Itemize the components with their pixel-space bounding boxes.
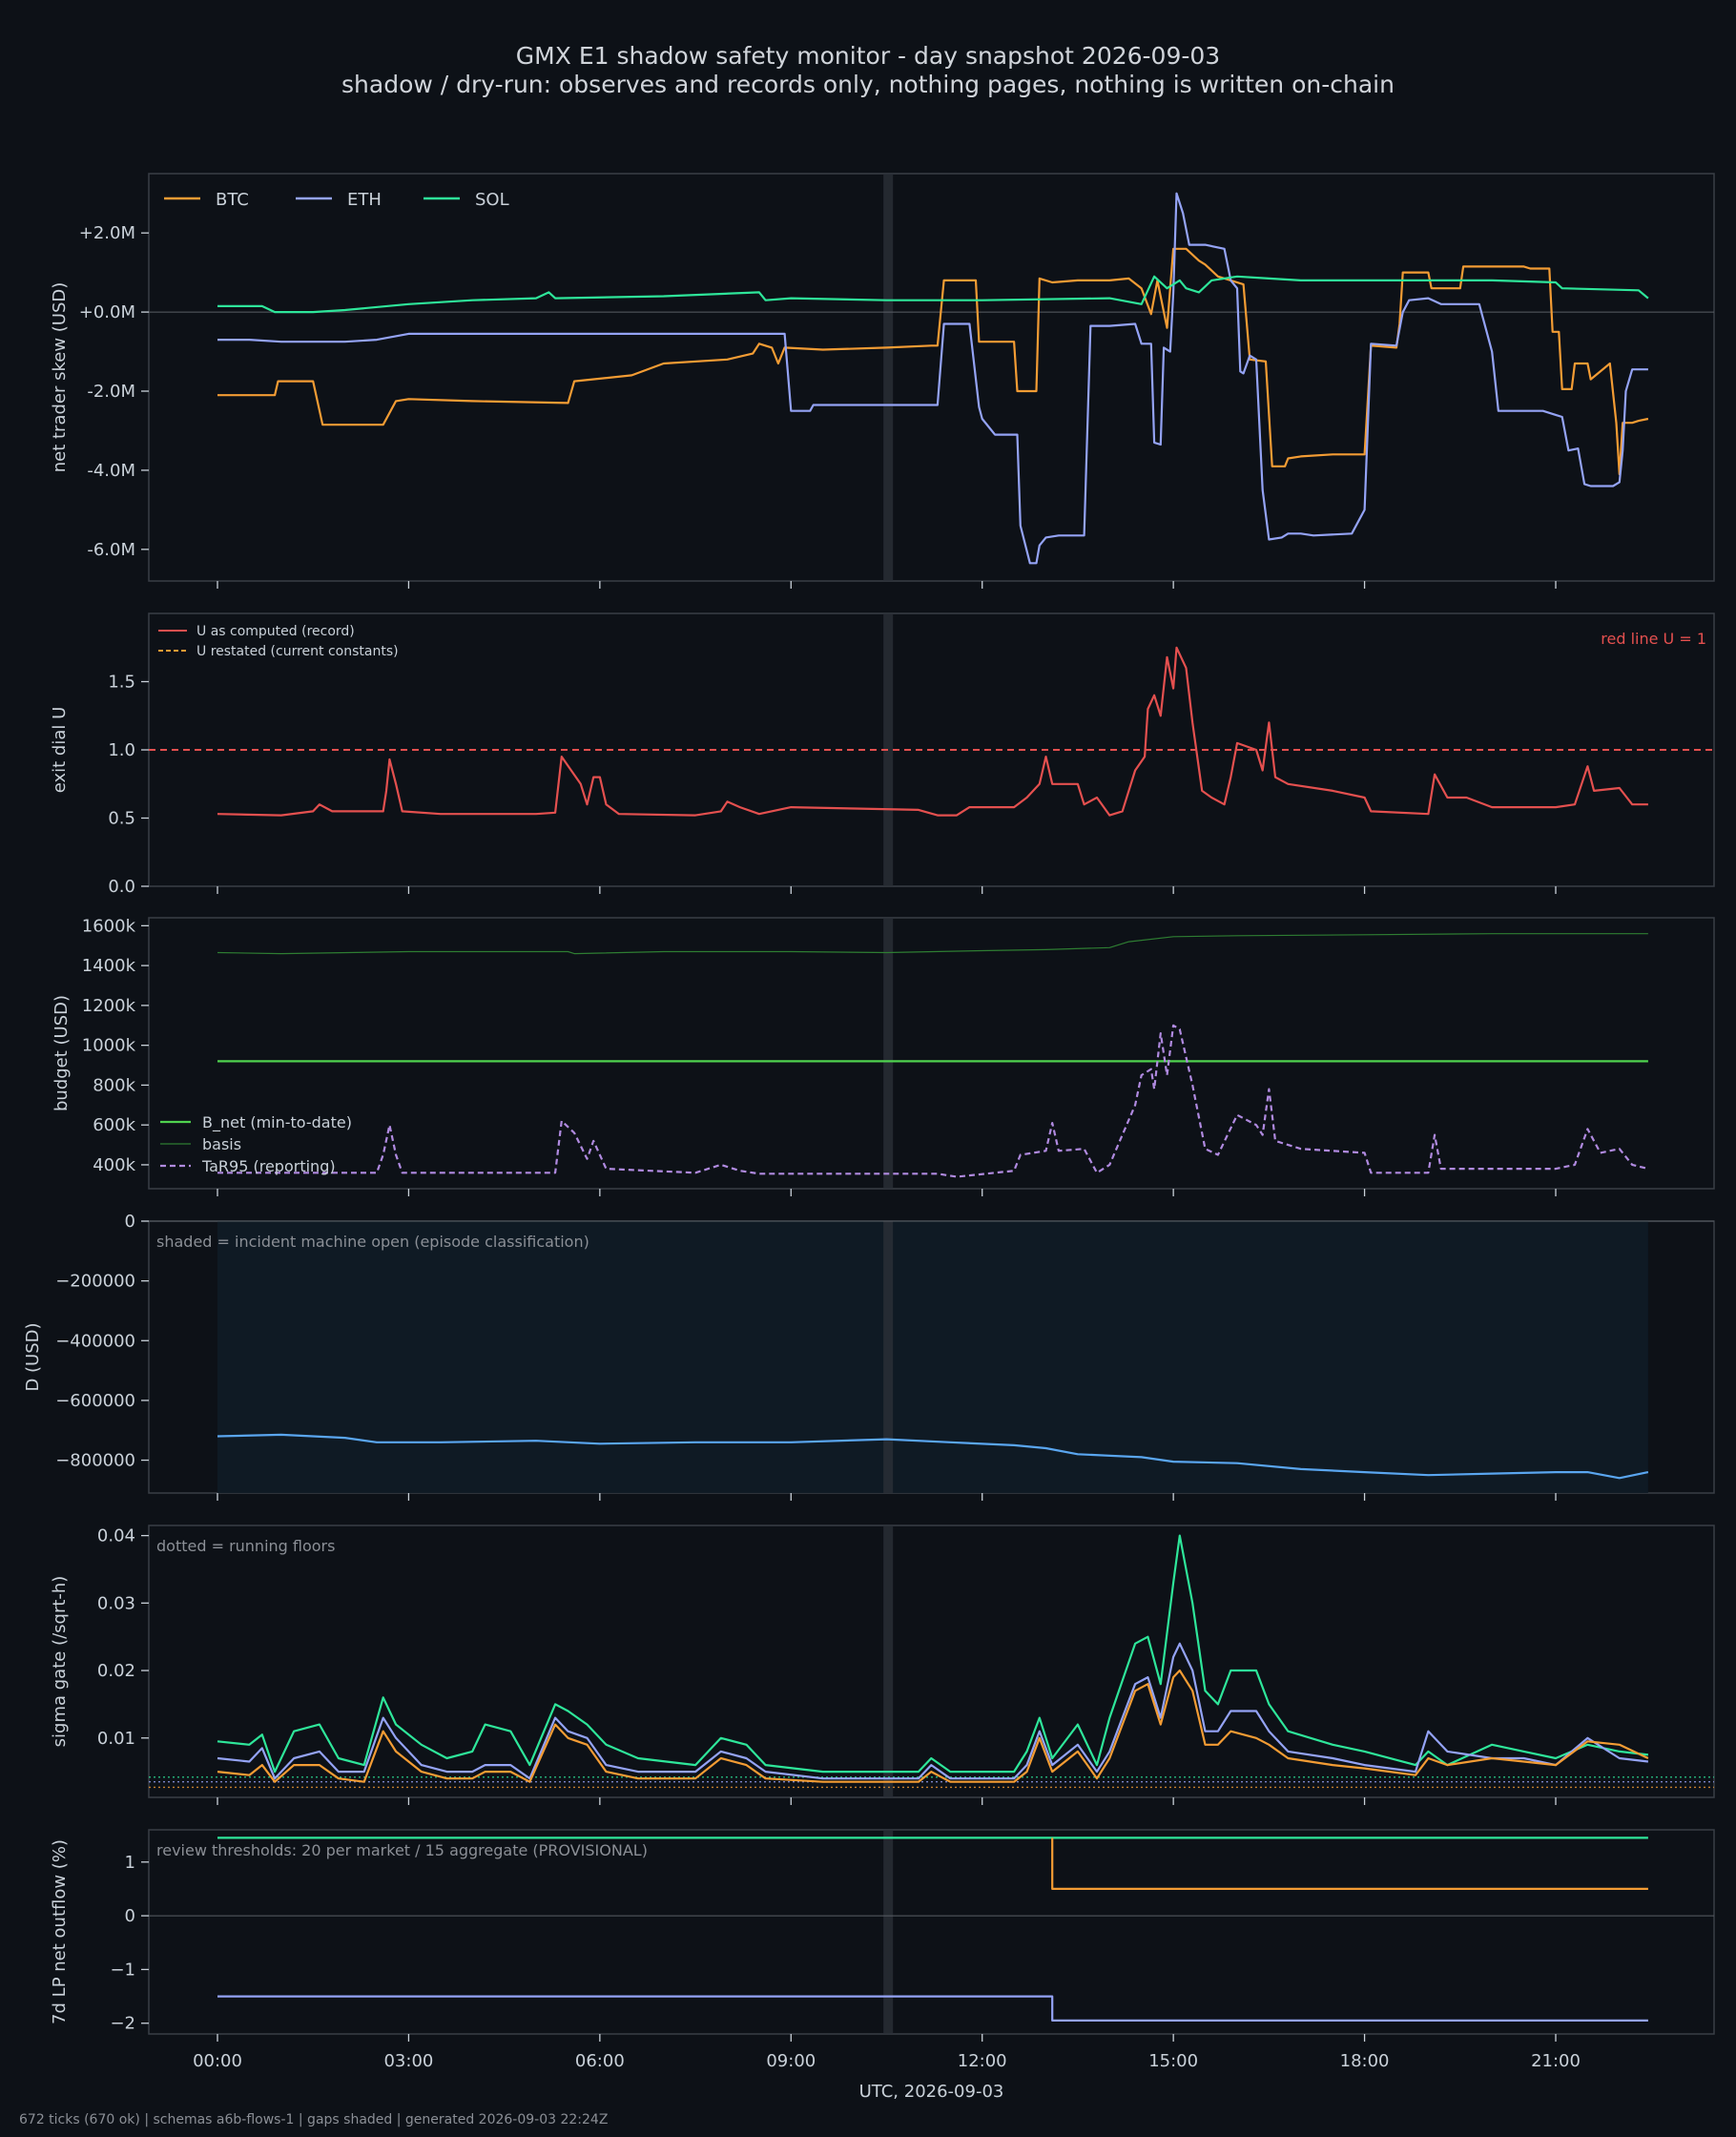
series-line-basis <box>217 933 1648 955</box>
y-tick-label: +0.0M <box>79 302 135 322</box>
legend-label: ETH <box>347 190 382 210</box>
plot-area <box>148 1829 1715 2035</box>
series-line-d <box>217 1433 1649 1480</box>
y-tick-label: 800k <box>93 1075 135 1095</box>
y-tick-label: -2.0M <box>87 382 135 402</box>
plot-area <box>148 917 1715 1190</box>
chart-budget: 400k 600k 800k 1000k 1200k 1400k 1600k budget (… <box>52 916 1715 1196</box>
y-tick-label: 1200k <box>82 996 136 1016</box>
annotation: review thresholds: 20 per market / 15 ag… <box>156 1841 648 1859</box>
y-tick-label: −2 <box>110 2014 135 2034</box>
y-tick-label: −200000 <box>55 1272 135 1292</box>
legend-label: BTC <box>216 190 249 210</box>
y-tick-label: 1 <box>125 1853 135 1873</box>
chart-d: 0 −200000 −400000 −600000 −800000 D (USD) shad… <box>23 1212 1715 1501</box>
chart-skew: +2.0M +0.0M -2.0M -4.0M -6.0M net trader skew… <box>50 173 1715 589</box>
chart-sigma: 0.01 0.02 0.03 0.04 sigma gate (/sqrt-h) dott… <box>50 1525 1715 1805</box>
series-line-btc <box>217 1669 1649 1783</box>
y-axis-label: exit dial U <box>50 707 70 794</box>
y-tick-label: 1000k <box>82 1036 136 1056</box>
y-tick-label: 0 <box>125 1906 135 1926</box>
x-tick-label: 12:00 <box>958 2051 1007 2071</box>
legend-label: basis <box>202 1135 241 1153</box>
legend-label: B_net (min-to-date) <box>202 1113 352 1132</box>
x-tick-label: 00:00 <box>193 2051 242 2071</box>
y-tick-label: 1.0 <box>108 740 135 760</box>
series-line-u-as-computed-record- <box>217 646 1648 817</box>
y-tick-label: −400000 <box>55 1331 135 1351</box>
series-line-btc <box>1051 1837 1648 1890</box>
x-tick-label: 09:00 <box>766 2051 816 2071</box>
y-tick-label: −1 <box>110 1960 135 1980</box>
y-tick-label: +2.0M <box>79 223 135 243</box>
series-line-eth <box>217 192 1648 565</box>
chart-dial: 0.0 0.5 1.0 1.5 exit dial U red line U = 1 U a… <box>50 612 1715 897</box>
annotation: shaded = incident machine open (episode … <box>156 1233 589 1251</box>
y-tick-label: 1.5 <box>108 673 135 693</box>
legend-label: TaR95 (reporting) <box>201 1157 336 1175</box>
annotation: red line U = 1 <box>1601 630 1706 648</box>
gap-band <box>883 1525 894 1797</box>
series-line-tar95-reporting- <box>217 1024 1649 1178</box>
y-tick-label: 0.03 <box>97 1593 135 1613</box>
y-tick-label: 400k <box>93 1155 135 1175</box>
chart-lp: 1 0 −1 −2 7d LP net outflow (%) review thresh… <box>50 1829 1715 2099</box>
y-tick-label: 1400k <box>82 956 136 976</box>
y-axis-label: net trader skew (USD) <box>50 282 70 473</box>
y-tick-label: 1600k <box>82 916 136 936</box>
footer-status: 672 ticks (670 ok) | schemas a6b-flows-1… <box>19 2112 609 2127</box>
series-line-sol <box>217 275 1649 314</box>
y-tick-label: 600k <box>93 1115 135 1135</box>
y-tick-label: 0.0 <box>108 877 135 897</box>
series-line-btc <box>217 247 1649 476</box>
y-tick-label: -6.0M <box>87 540 135 560</box>
y-tick-label: −800000 <box>55 1451 135 1471</box>
x-tick-label: 18:00 <box>1340 2051 1390 2071</box>
y-tick-label: 0.04 <box>97 1526 135 1546</box>
y-tick-label: 0 <box>125 1212 135 1232</box>
x-tick-label: 21:00 <box>1531 2051 1581 2071</box>
y-axis-label: 7d LP net outflow (%) <box>50 1839 70 2024</box>
y-tick-label: -4.0M <box>87 461 135 481</box>
gap-band <box>883 1830 894 2034</box>
page-subtitle: shadow / dry-run: observes and records o… <box>341 71 1395 98</box>
legend-label: U as computed (record) <box>196 624 355 639</box>
y-tick-label: 0.5 <box>108 809 135 829</box>
y-axis-label: sigma gate (/sqrt-h) <box>50 1576 70 1748</box>
y-axis-label: budget (USD) <box>52 995 72 1111</box>
y-tick-label: −600000 <box>55 1391 135 1411</box>
series-line-eth <box>217 1995 1648 2022</box>
x-axis-label: UTC, 2026-09-03 <box>859 2082 1004 2099</box>
series-line-sol <box>217 1534 1649 1774</box>
x-tick-label: 03:00 <box>383 2051 433 2071</box>
gap-band <box>883 613 894 886</box>
series-line-eth <box>217 1642 1649 1780</box>
annotation: dotted = running floors <box>156 1537 335 1555</box>
y-tick-label: 0.02 <box>97 1661 135 1681</box>
page-title: GMX E1 shadow safety monitor - day snaps… <box>515 42 1221 70</box>
legend-label: U restated (current constants) <box>196 644 399 659</box>
x-tick-label: 15:00 <box>1148 2051 1198 2071</box>
gap-band <box>883 1221 894 1493</box>
y-axis-label: D (USD) <box>23 1322 43 1391</box>
shaded-region <box>217 1221 1648 1493</box>
gap-band <box>883 918 894 1189</box>
x-tick-label: 06:00 <box>575 2051 625 2071</box>
gap-band <box>883 174 894 581</box>
y-tick-label: 0.01 <box>97 1729 135 1749</box>
legend-label: SOL <box>475 190 509 210</box>
plot-area <box>148 173 1715 582</box>
